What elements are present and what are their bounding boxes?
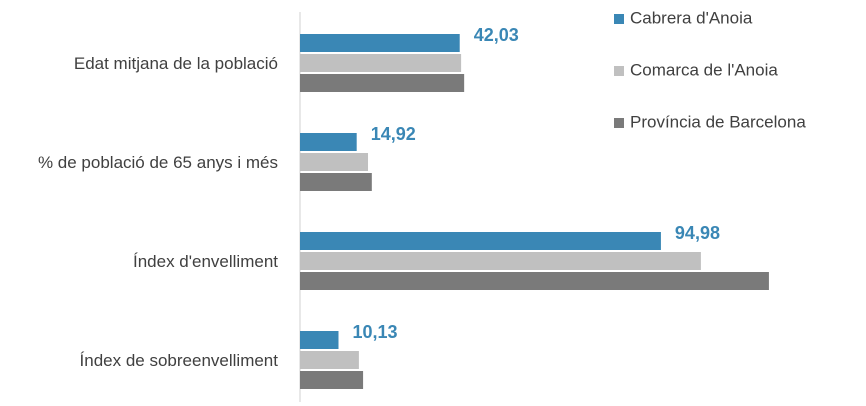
bar [300, 153, 369, 171]
bar [300, 34, 460, 52]
bar [300, 133, 357, 151]
legend-swatch [614, 14, 624, 24]
legend-label: Cabrera d'Anoia [630, 8, 753, 27]
bar [300, 74, 465, 92]
legend-label: Província de Barcelona [630, 112, 806, 131]
bar [300, 331, 339, 349]
value-label: 94,98 [675, 223, 720, 243]
category-label: Edat mitjana de la població [73, 54, 278, 73]
bar [300, 54, 462, 72]
bar [300, 252, 701, 270]
category-label: Índex de sobreenvelliment [79, 351, 278, 370]
category-label: % de població de 65 anys i més [37, 153, 278, 172]
bar [300, 351, 359, 369]
bar [300, 173, 372, 191]
value-label: 42,03 [474, 25, 519, 45]
bar [300, 272, 769, 290]
legend-swatch [614, 118, 624, 128]
legend-label: Comarca de l'Anoia [630, 60, 778, 79]
bar [300, 371, 364, 389]
value-label: 14,92 [371, 124, 416, 144]
category-label: Índex d'envelliment [133, 252, 278, 271]
legend-swatch [614, 66, 624, 76]
value-label: 10,13 [352, 322, 397, 342]
bar [300, 232, 661, 250]
